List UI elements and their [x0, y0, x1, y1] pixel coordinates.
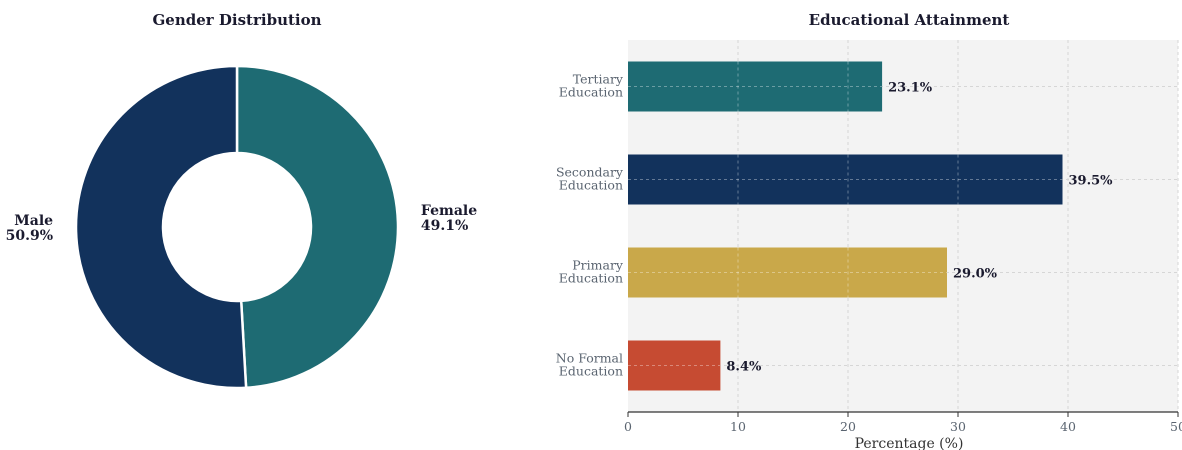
donut-label-male: Male 50.9% [6, 213, 53, 244]
data-label: 29.0% [953, 267, 998, 282]
data-label: 23.1% [888, 81, 933, 96]
x-tick-label: 40 [1060, 419, 1076, 434]
x-tick-label: 10 [730, 419, 746, 434]
donut-label-female: Female 49.1% [421, 203, 477, 234]
category-label: Primary Education [559, 258, 624, 286]
x-tick-label: 0 [624, 419, 632, 434]
x-tick-label: 50 [1170, 419, 1182, 434]
bars [628, 61, 1063, 391]
bar-secondary [628, 154, 1063, 205]
data-label: 39.5% [1069, 174, 1114, 189]
x-tick-label: 30 [950, 419, 966, 434]
category-labels: Tertiary Education Secondary Education Prima… [556, 72, 624, 379]
x-tick-label: 20 [840, 419, 856, 434]
category-label: Tertiary Education [559, 72, 624, 100]
donut-slice-male [74, 64, 248, 390]
data-label: 8.4% [726, 360, 762, 375]
bar-tertiary [628, 61, 883, 112]
category-label: No Formal Education [556, 351, 623, 379]
gender-chart-title: Gender Distribution [152, 11, 321, 29]
bar-no-formal [628, 340, 721, 391]
x-axis-label: Percentage (%) [855, 436, 964, 450]
category-label: Secondary Education [556, 165, 624, 193]
donut-labels: Female 49.1% Male 50.9% [6, 203, 478, 244]
x-ticks: 0 10 20 30 40 50 [624, 412, 1182, 434]
donut-slice-female [235, 64, 400, 390]
data-labels: 23.1% 39.5% 29.0% 8.4% [726, 81, 1113, 375]
bar-primary [628, 247, 947, 298]
donut-slices [74, 64, 400, 390]
education-chart-title: Educational Attainment [809, 11, 1010, 29]
gender-donut-chart: Gender Distribution Female 49.1% Male 50.9% [6, 11, 478, 390]
bar-grid-overlay [628, 61, 1063, 366]
education-bar-chart: Educational Attainment Tertiary Education… [556, 11, 1182, 450]
